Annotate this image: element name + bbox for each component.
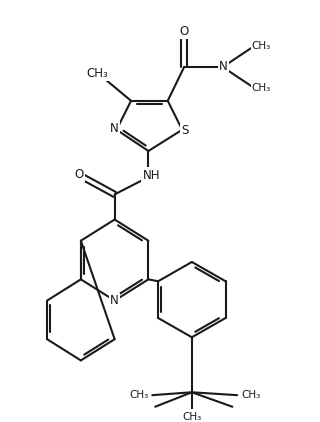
Text: N: N — [110, 294, 119, 307]
Text: O: O — [74, 168, 84, 181]
Text: N: N — [110, 122, 119, 135]
Text: CH₃: CH₃ — [182, 412, 202, 422]
Text: O: O — [180, 25, 189, 38]
Text: NH: NH — [143, 169, 160, 181]
Text: CH₃: CH₃ — [252, 83, 271, 93]
Text: CH₃: CH₃ — [252, 41, 271, 51]
Text: CH₃: CH₃ — [241, 390, 260, 400]
Text: N: N — [219, 60, 228, 73]
Text: CH₃: CH₃ — [86, 67, 108, 80]
Text: S: S — [181, 124, 189, 137]
Text: CH₃: CH₃ — [129, 390, 148, 400]
